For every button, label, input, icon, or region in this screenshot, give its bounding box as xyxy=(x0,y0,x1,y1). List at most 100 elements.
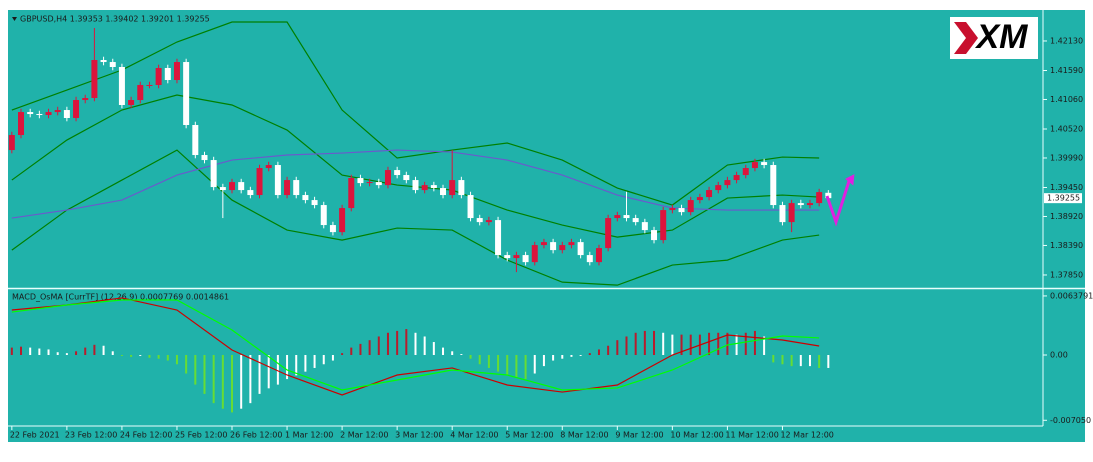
x-tick-label: 12 Mar 12:00 xyxy=(780,431,833,440)
candle-body xyxy=(550,242,557,251)
candle-body xyxy=(109,62,116,67)
logo-text: XM xyxy=(975,18,1029,56)
candle-body xyxy=(256,168,263,196)
candle-body xyxy=(495,220,502,256)
histogram-bar xyxy=(304,355,307,372)
candle-body xyxy=(54,110,61,113)
candle-body xyxy=(522,255,529,263)
x-tick-label: 10 Mar 12:00 xyxy=(670,431,723,440)
histogram-bar xyxy=(708,332,711,355)
x-tick-label: 8 Mar 12:00 xyxy=(560,431,608,440)
candle-body xyxy=(504,255,511,259)
candle-body xyxy=(146,84,153,86)
x-tick-label: 22 Feb 2021 xyxy=(10,431,60,440)
x-tick-label: 26 Feb 12:00 xyxy=(230,431,282,440)
candle-body xyxy=(797,203,804,206)
histogram-bar xyxy=(65,353,68,355)
candle-body xyxy=(137,84,144,101)
x-tick-label: 5 Mar 12:00 xyxy=(505,431,553,440)
candle-body xyxy=(173,62,180,81)
candle-body xyxy=(348,178,355,209)
candle-body xyxy=(605,218,612,249)
histogram-bar xyxy=(295,355,298,376)
histogram-bar xyxy=(249,355,252,404)
candle-body xyxy=(118,67,125,105)
y-tick-label: 1.39450 xyxy=(1050,183,1083,192)
candle-body xyxy=(45,112,52,116)
y-tick-label: 1.37850 xyxy=(1050,270,1083,279)
candle-body xyxy=(816,192,823,204)
histogram-bar xyxy=(781,355,784,365)
arrow-line xyxy=(825,177,852,227)
x-tick-label: 24 Feb 12:00 xyxy=(120,431,172,440)
histogram-bar xyxy=(469,355,472,359)
candle-body xyxy=(770,165,777,206)
candle-body xyxy=(825,192,832,199)
candle-body xyxy=(724,180,731,186)
y-tick-label: 0.00 xyxy=(1050,351,1068,360)
histogram-bar xyxy=(827,355,830,368)
candle-body xyxy=(357,178,364,184)
x-tick-label: 4 Mar 12:00 xyxy=(450,431,498,440)
histogram-bar xyxy=(671,334,674,355)
x-tick-label: 9 Mar 12:00 xyxy=(615,431,663,440)
candle-body xyxy=(651,230,658,241)
y-tick-label: 1.39990 xyxy=(1050,153,1083,162)
candle-body xyxy=(788,203,795,223)
candle-body xyxy=(210,160,217,188)
candle-body xyxy=(458,180,465,196)
histogram-bar xyxy=(478,355,481,365)
candle-body xyxy=(73,100,80,119)
x-tick-label: 1 Mar 12:00 xyxy=(285,431,333,440)
histogram-bar xyxy=(818,355,821,368)
candle-body xyxy=(375,182,382,186)
candle-body xyxy=(696,197,703,201)
histogram-bar xyxy=(29,347,32,355)
menu-triangle xyxy=(12,17,17,21)
histogram-bar xyxy=(542,355,545,367)
candle-body xyxy=(8,135,15,151)
histogram-bar xyxy=(84,347,87,355)
candle-body xyxy=(18,112,25,136)
price-label: 1.39255 xyxy=(1047,194,1080,203)
histogram-bar xyxy=(240,355,243,409)
histogram-bar xyxy=(203,355,206,394)
forecast-arrow xyxy=(825,174,855,227)
histogram-bar xyxy=(414,332,417,355)
candle-body xyxy=(394,170,401,176)
histogram-bar xyxy=(93,344,96,355)
indicator-line xyxy=(11,297,820,396)
histogram-bar xyxy=(763,336,766,355)
histogram-bar xyxy=(166,355,169,361)
histogram-bar xyxy=(47,349,50,355)
arrow-head xyxy=(845,174,855,186)
histogram-bar xyxy=(524,355,527,380)
histogram-bar xyxy=(625,336,628,355)
histogram-bar xyxy=(38,348,41,355)
histogram-bar xyxy=(442,347,445,355)
histogram-bar xyxy=(267,355,270,389)
candle-body xyxy=(27,112,34,115)
candle-body xyxy=(761,162,768,166)
y-tick-label: 1.41590 xyxy=(1050,66,1083,75)
histogram-bar xyxy=(350,347,353,355)
candle-body xyxy=(183,62,190,126)
histogram-bar xyxy=(643,330,646,355)
histogram-bar xyxy=(460,354,463,355)
histogram-bar xyxy=(212,355,215,404)
candle-body xyxy=(164,67,171,81)
candle-body xyxy=(641,222,648,231)
histogram-bar xyxy=(386,332,389,355)
histogram-bar xyxy=(561,355,564,359)
candle-body xyxy=(63,110,70,119)
y-tick-label: -0.007050 xyxy=(1050,416,1091,425)
candle-body xyxy=(412,180,419,191)
candle-body xyxy=(201,155,208,161)
histogram-bar xyxy=(588,353,591,355)
candle-body xyxy=(284,180,291,196)
candle-body xyxy=(623,215,630,219)
candle-body xyxy=(485,220,492,223)
logo: XM xyxy=(950,17,1038,59)
indicator-header: MACD_OsMA [CurrTF] (12,26,9) 0.0007769 0… xyxy=(12,293,229,302)
histogram-bar xyxy=(634,332,637,355)
